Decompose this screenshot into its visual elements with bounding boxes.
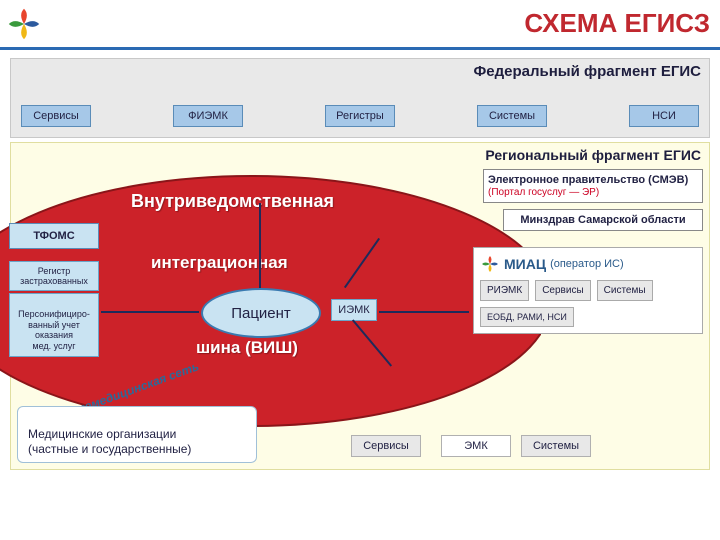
miac-row-2: ЕОБД, РАМИ, НСИ [480, 307, 696, 327]
patient-label: Пациент [231, 305, 291, 322]
bottom-box-systems: Системы [521, 435, 591, 457]
miac-block: МИАЦ (оператор ИС) РИЭМК Сервисы Системы… [473, 247, 703, 334]
tfoms-label: ТФОМС [33, 230, 74, 242]
egov-sub: (Портал госуслуг — ЭР) [488, 187, 599, 198]
regional-title: Региональный фрагмент ЕГИС [485, 147, 701, 163]
federal-fragment: Федеральный фрагмент ЕГИС Сервисы ФИЭМК … [10, 58, 710, 138]
miac-subtitle: (оператор ИС) [550, 258, 624, 270]
tfoms-box: ТФОМС [9, 223, 99, 249]
vish-label-mid: интеграционная [151, 253, 288, 273]
miac-logo-icon [480, 254, 500, 274]
miac-label: МИАЦ [504, 256, 546, 272]
egov-label: Электронное правительство (СМЭВ) [488, 174, 688, 186]
minzdrav-box: Минздрав Самарской области [503, 209, 703, 231]
miac-row-1: РИЭМК Сервисы Системы [480, 280, 696, 301]
egov-box: Электронное правительство (СМЭВ) (Портал… [483, 169, 703, 203]
bottom-box-emk: ЭМК [441, 435, 511, 457]
regional-fragment: Региональный фрагмент ЕГИС Внутриведомст… [10, 142, 710, 470]
federal-box-nsi: НСИ [629, 105, 699, 127]
registr-label: Регистр застрахованных [20, 266, 88, 286]
registr-box: Регистр застрахованных [9, 261, 99, 291]
header: СХЕМА ЕГИСЗ [0, 0, 720, 50]
arrow-2 [101, 311, 199, 313]
federal-title: Федеральный фрагмент ЕГИС [473, 63, 701, 80]
arrow-3 [379, 311, 469, 313]
miac-riemk: РИЭМК [480, 280, 529, 301]
med-org-box: Медицинские организации (частные и госуд… [17, 406, 257, 463]
bottom-box-services: Сервисы [351, 435, 421, 457]
federal-box-services: Сервисы [21, 105, 91, 127]
miac-services: Сервисы [535, 280, 590, 301]
page-title: СХЕМА ЕГИСЗ [524, 8, 710, 39]
federal-box-systems: Системы [477, 105, 547, 127]
pers-label: Персонифициро- ванный учет оказания мед.… [18, 309, 90, 351]
vish-label-bottom: шина (ВИШ) [196, 338, 298, 358]
miac-title-row: МИАЦ (оператор ИС) [480, 254, 696, 274]
logo-icon [5, 5, 43, 43]
iemk-label: ИЭМК [338, 304, 369, 316]
minzdrav-label: Минздрав Самарской области [520, 214, 685, 226]
federal-box-fiemk: ФИЭМК [173, 105, 243, 127]
arrow-1 [259, 203, 261, 288]
iemk-box: ИЭМК [331, 299, 377, 321]
miac-eobd: ЕОБД, РАМИ, НСИ [480, 307, 574, 327]
federal-boxes-row: Сервисы ФИЭМК Регистры Системы НСИ [21, 105, 699, 127]
miac-systems: Системы [597, 280, 653, 301]
federal-box-registry: Регистры [325, 105, 395, 127]
vish-label-top: Внутриведомственная [131, 191, 334, 212]
pers-box: Персонифициро- ванный учет оказания мед.… [9, 293, 99, 357]
patient-node: Пациент [201, 288, 321, 338]
med-org-label: Медицинские организации (частные и госуд… [28, 427, 191, 455]
